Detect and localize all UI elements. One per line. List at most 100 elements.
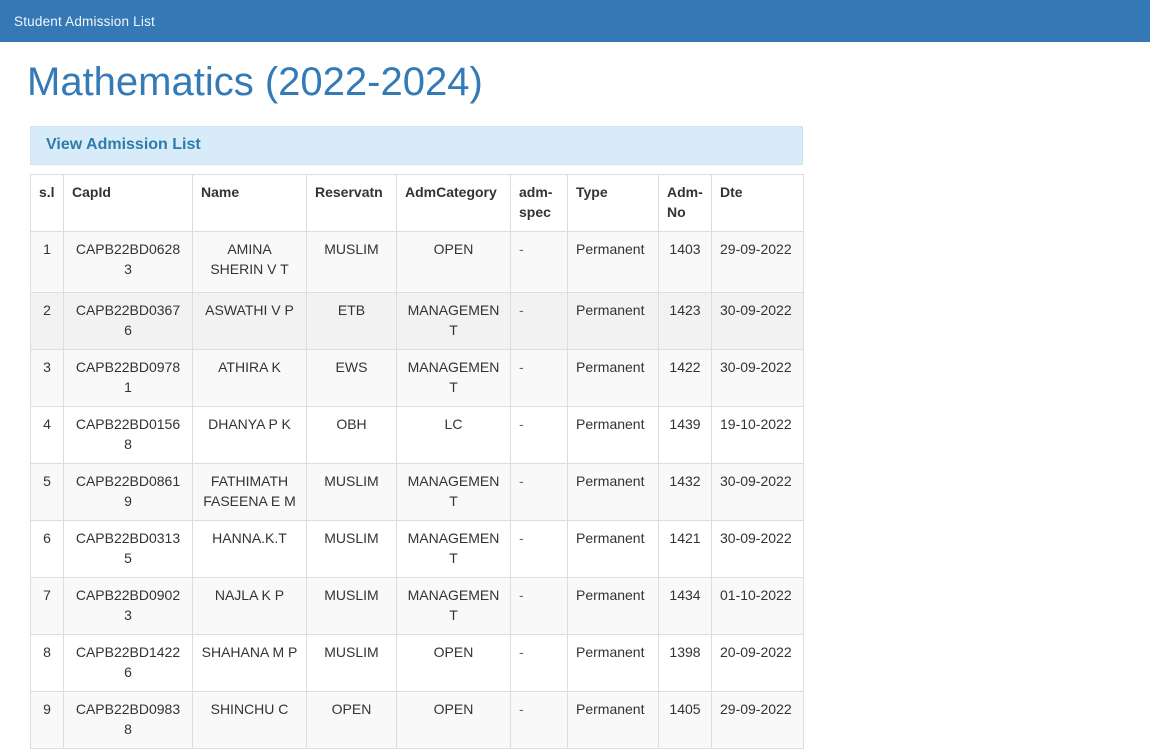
cell-name: ASWATHI V P [192,291,307,350]
cell-dte: 30-09-2022 [711,462,804,521]
cell-type: Permanent [567,291,659,350]
table-row: 7 CAPB22BD09023 NAJLA K P MUSLIM MANAGEMENT -… [30,576,804,635]
cell-admspec: - [510,633,568,692]
cell-sl: 8 [30,633,64,692]
cell-admspec: - [510,576,568,635]
cell-capid: CAPB22BD08619 [63,462,193,521]
cell-reservatn: OPEN [306,690,397,749]
cell-type: Permanent [567,405,659,464]
cell-sl: 7 [30,576,64,635]
column-header-admno: Adm-No [658,174,712,232]
column-header-dte: Dte [711,174,804,232]
cell-admcategory: LC [396,405,511,464]
cell-name: ATHIRA K [192,348,307,407]
cell-reservatn: OBH [306,405,397,464]
cell-admno: 1405 [658,690,712,749]
cell-reservatn: EWS [306,348,397,407]
cell-admcategory: OPEN [396,230,511,293]
page-title: Mathematics (2022-2024) [27,60,483,104]
cell-type: Permanent [567,633,659,692]
cell-type: Permanent [567,690,659,749]
cell-admspec: - [510,348,568,407]
cell-admno: 1434 [658,576,712,635]
cell-type: Permanent [567,576,659,635]
cell-capid: CAPB22BD06283 [63,230,193,293]
cell-sl: 9 [30,690,64,749]
header-row: s.l CapId Name Reservatn AdmCategory adm-spec… [30,174,804,232]
cell-admno: 1403 [658,230,712,293]
column-header-reservatn: Reservatn [306,174,397,232]
column-header-name: Name [192,174,307,232]
table-row: 5 CAPB22BD08619 FATHIMATH FASEENA E M MUSLI… [30,462,804,521]
table-row: 1 CAPB22BD06283 AMINA SHERIN V T MUSLIM OPEN… [30,230,804,293]
top-navbar: Student Admission List [0,0,1150,42]
cell-name: NAJLA K P [192,576,307,635]
cell-capid: CAPB22BD09781 [63,348,193,407]
table-row: 3 CAPB22BD09781 ATHIRA K EWS MANAGEMENT - Perm… [30,348,804,407]
cell-type: Permanent [567,230,659,293]
cell-admspec: - [510,462,568,521]
cell-dte: 30-09-2022 [711,348,804,407]
cell-reservatn: MUSLIM [306,519,397,578]
table-row: 6 CAPB22BD03135 HANNA.K.T MUSLIM MANAGEMENT -… [30,519,804,578]
cell-admspec: - [510,230,568,293]
table-row: 4 CAPB22BD01568 DHANYA P K OBH LC - Permanent 1… [30,405,804,464]
cell-sl: 6 [30,519,64,578]
cell-reservatn: MUSLIM [306,633,397,692]
cell-capid: CAPB22BD09023 [63,576,193,635]
cell-admno: 1439 [658,405,712,464]
panel-title: View Admission List [46,136,201,153]
cell-dte: 30-09-2022 [711,291,804,350]
cell-name: SHAHANA M P [192,633,307,692]
cell-type: Permanent [567,462,659,521]
panel-heading: View Admission List [30,126,803,165]
column-header-type: Type [567,174,659,232]
cell-capid: CAPB22BD03135 [63,519,193,578]
cell-type: Permanent [567,348,659,407]
cell-capid: CAPB22BD01568 [63,405,193,464]
table-body: 1 CAPB22BD06283 AMINA SHERIN V T MUSLIM OPEN… [30,230,804,749]
cell-sl: 4 [30,405,64,464]
cell-dte: 29-09-2022 [711,230,804,293]
cell-admno: 1421 [658,519,712,578]
cell-name: HANNA.K.T [192,519,307,578]
cell-name: AMINA SHERIN V T [192,230,307,293]
cell-admspec: - [510,519,568,578]
cell-reservatn: MUSLIM [306,462,397,521]
cell-admcategory: MANAGEMENT [396,462,511,521]
cell-sl: 1 [30,230,64,293]
column-header-admspec: adm-spec [510,174,568,232]
cell-type: Permanent [567,519,659,578]
cell-capid: CAPB22BD09838 [63,690,193,749]
cell-admcategory: MANAGEMENT [396,291,511,350]
cell-admcategory: MANAGEMENT [396,348,511,407]
cell-admcategory: OPEN [396,633,511,692]
cell-sl: 2 [30,291,64,350]
cell-reservatn: MUSLIM [306,576,397,635]
table-row: 2 CAPB22BD03676 ASWATHI V P ETB MANAGEMENT - P… [30,291,804,350]
cell-dte: 20-09-2022 [711,633,804,692]
cell-sl: 3 [30,348,64,407]
cell-admspec: - [510,291,568,350]
table-row: 8 CAPB22BD14226 SHAHANA M P MUSLIM OPEN - Perm… [30,633,804,692]
column-header-capid: CapId [63,174,193,232]
navbar-title: Student Admission List [14,13,155,29]
cell-name: FATHIMATH FASEENA E M [192,462,307,521]
cell-admno: 1422 [658,348,712,407]
cell-admcategory: MANAGEMENT [396,576,511,635]
cell-admcategory: MANAGEMENT [396,519,511,578]
cell-admno: 1432 [658,462,712,521]
column-header-admcategory: AdmCategory [396,174,511,232]
column-header-sl: s.l [30,174,64,232]
cell-admspec: - [510,405,568,464]
cell-capid: CAPB22BD14226 [63,633,193,692]
cell-reservatn: MUSLIM [306,230,397,293]
cell-admno: 1423 [658,291,712,350]
cell-capid: CAPB22BD03676 [63,291,193,350]
admission-table: s.l CapId Name Reservatn AdmCategory adm-spec… [30,174,804,749]
cell-admno: 1398 [658,633,712,692]
cell-dte: 30-09-2022 [711,519,804,578]
cell-admcategory: OPEN [396,690,511,749]
table-row: 9 CAPB22BD09838 SHINCHU C OPEN OPEN - Permanen… [30,690,804,749]
cell-sl: 5 [30,462,64,521]
